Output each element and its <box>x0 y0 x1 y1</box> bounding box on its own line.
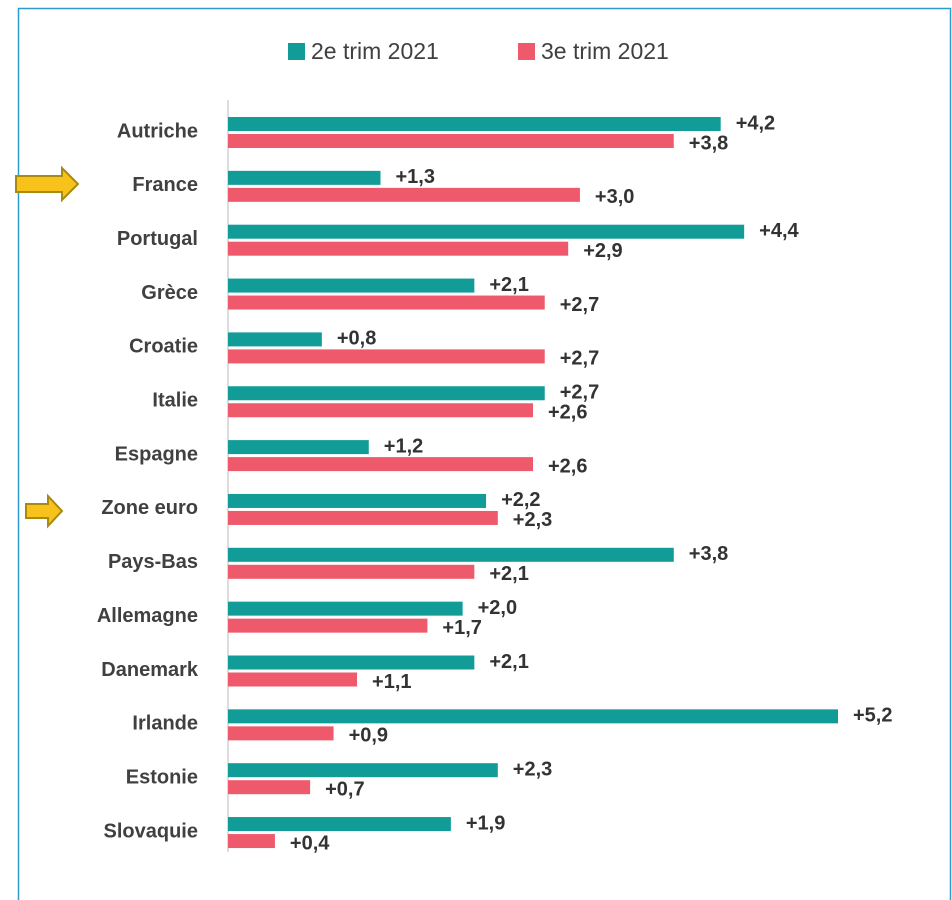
legend-swatch <box>518 43 535 60</box>
y-tick-label: Grèce <box>141 282 198 304</box>
y-tick-label: Irlande <box>132 713 198 735</box>
bar <box>228 547 674 562</box>
bar <box>228 780 311 795</box>
value-label: +2,3 <box>513 758 552 780</box>
bar <box>228 763 498 778</box>
y-tick-label: Danemark <box>101 659 199 681</box>
y-tick-label: Allemagne <box>97 605 198 627</box>
value-label: +1,1 <box>372 671 411 693</box>
value-label: +2,7 <box>560 348 599 370</box>
y-tick-label: Autriche <box>117 120 198 142</box>
bar <box>228 493 487 508</box>
legend-swatch <box>288 43 305 60</box>
bar <box>228 295 545 310</box>
value-label: +2,7 <box>560 382 599 404</box>
y-tick-label: Zone euro <box>101 497 198 519</box>
value-label: +0,9 <box>349 725 388 747</box>
bar <box>228 618 428 633</box>
value-label: +2,1 <box>489 274 528 296</box>
bar <box>228 564 475 579</box>
value-label: +1,2 <box>384 435 423 457</box>
y-tick-label: Pays-Bas <box>108 551 198 573</box>
value-label: +0,7 <box>325 778 364 800</box>
value-label: +1,3 <box>396 166 435 188</box>
arrow-zone-euro <box>25 493 64 529</box>
value-label: +0,4 <box>290 832 330 854</box>
value-label: +2,1 <box>489 563 528 585</box>
bar <box>228 601 463 616</box>
bar <box>228 672 358 687</box>
value-label: +2,0 <box>478 597 517 619</box>
value-label: +5,2 <box>853 705 892 727</box>
bar <box>228 117 721 131</box>
bar <box>228 332 322 347</box>
bar <box>228 403 533 418</box>
bar <box>228 726 334 741</box>
bar <box>228 170 381 185</box>
bar <box>228 834 275 849</box>
value-label: +3,0 <box>595 186 634 208</box>
legend-label: 2e trim 2021 <box>311 38 439 64</box>
value-label: +1,9 <box>466 812 505 834</box>
value-label: +3,8 <box>689 543 728 565</box>
value-label: +1,7 <box>442 617 481 639</box>
y-tick-label: Italie <box>152 390 198 412</box>
legend-label: 3e trim 2021 <box>541 38 669 64</box>
value-label: +2,6 <box>548 455 587 477</box>
y-tick-label: Croatie <box>129 336 198 358</box>
y-tick-label: Espagne <box>115 443 198 465</box>
bar <box>228 709 838 724</box>
bar <box>228 440 369 455</box>
y-tick-label: Portugal <box>117 228 198 250</box>
bar <box>228 457 533 472</box>
value-label: +2,1 <box>489 651 528 673</box>
value-label: +2,3 <box>513 509 552 531</box>
bar <box>228 510 498 525</box>
bar <box>228 134 674 148</box>
bar <box>228 349 545 364</box>
value-label: +2,2 <box>501 489 540 511</box>
bar <box>228 278 475 293</box>
bar <box>228 655 475 670</box>
bar <box>228 386 545 401</box>
value-label: +2,7 <box>560 294 599 316</box>
bar <box>228 187 580 202</box>
value-label: +4,4 <box>759 220 799 242</box>
value-label: +3,8 <box>689 132 728 154</box>
value-label: +0,8 <box>337 328 376 350</box>
bar <box>228 224 745 239</box>
value-label: +2,6 <box>548 402 587 424</box>
chart-border <box>17 7 952 900</box>
y-tick-label: Estonie <box>126 766 198 788</box>
y-tick-label: France <box>132 174 198 196</box>
y-tick-label: Slovaquie <box>104 820 198 842</box>
bar <box>228 241 569 256</box>
bar <box>228 817 451 832</box>
value-label: +2,9 <box>583 240 622 262</box>
arrow-france <box>15 165 80 203</box>
value-label: +4,2 <box>736 112 775 134</box>
